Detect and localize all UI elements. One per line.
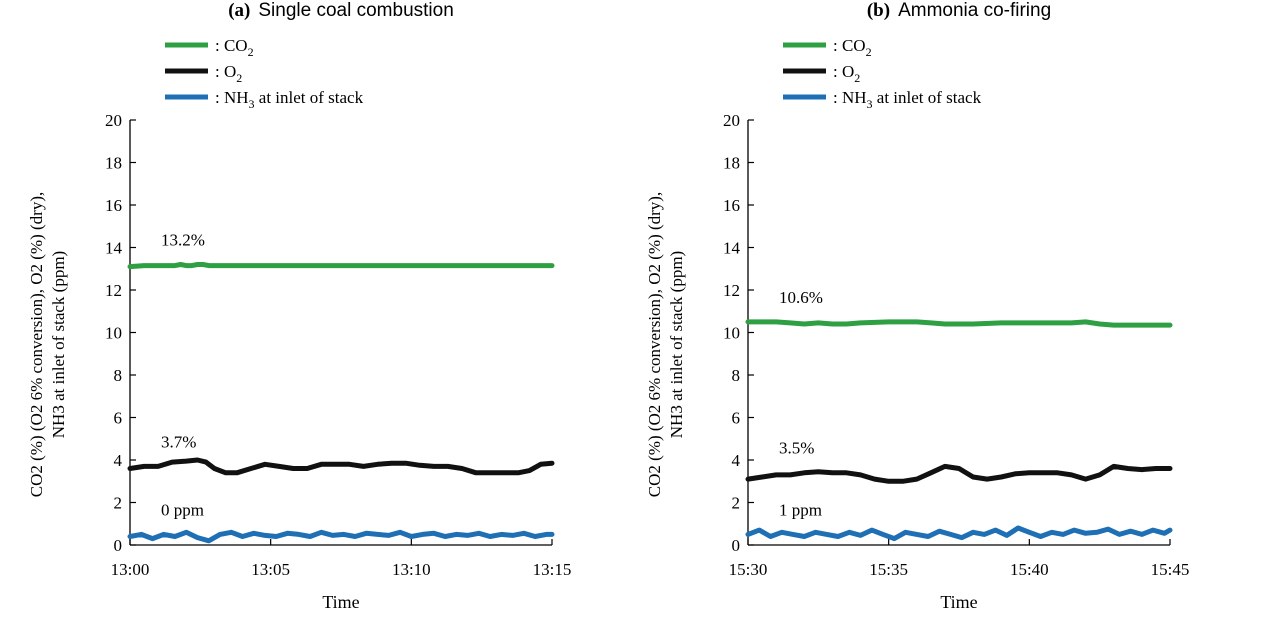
- annotation-label: 0 ppm: [161, 500, 204, 519]
- legend-label-main: : NH: [215, 88, 249, 107]
- title-text: Single coal combustion: [258, 0, 453, 21]
- annotation-label: 13.2%: [161, 230, 205, 249]
- series-line-o2: [745, 463, 1173, 484]
- y-tick-label: 0: [732, 536, 741, 555]
- x-tick-label: 13:00: [111, 560, 150, 579]
- x-tick-label: 15:40: [1010, 560, 1049, 579]
- y-axis-label-line2: NH3 at inlet of stack (ppm): [49, 251, 68, 438]
- y-axis-label-line1: CO2 (%) (O2 6% conversion), O2 (%) (dry)…: [27, 192, 46, 497]
- legend-label-o2: : O2: [215, 62, 242, 85]
- y-axis-label-line2: NH3 at inlet of stack (ppm): [667, 251, 686, 438]
- y-tick-label: 12: [105, 281, 122, 300]
- x-tick-label: 15:30: [729, 560, 768, 579]
- y-tick-label: 2: [114, 494, 123, 513]
- y-tick-label: 4: [732, 451, 741, 470]
- legend-label-main: : O: [833, 62, 854, 81]
- legend-label-sub: 2: [854, 71, 860, 85]
- legend-label-co2: : CO2: [833, 36, 872, 59]
- annotation-label: 10.6%: [779, 288, 823, 307]
- legend-label-sub: 2: [866, 45, 872, 59]
- y-tick-label: 6: [732, 409, 741, 428]
- y-tick-label: 12: [723, 281, 740, 300]
- series-line-co2: [127, 262, 555, 270]
- y-tick-label: 16: [105, 196, 122, 215]
- chart-title: (b) Ammonia co-firing: [867, 0, 1051, 21]
- x-tick-label: 13:05: [251, 560, 290, 579]
- legend-label-main: : NH: [833, 88, 867, 107]
- legend-label-nh3: : NH3 at inlet of stack: [833, 88, 982, 111]
- series-line-nh3: [127, 529, 555, 544]
- y-tick-label: 14: [105, 239, 123, 258]
- panel-a: (a) Single coal combustion: CO2: O2: NH3 …: [27, 0, 571, 612]
- y-tick-label: 20: [723, 111, 740, 130]
- legend-label-o2: : O2: [833, 62, 860, 85]
- y-tick-label: 10: [105, 324, 122, 343]
- y-tick-label: 14: [723, 239, 741, 258]
- y-tick-label: 6: [114, 409, 123, 428]
- panel-b: (b) Ammonia co-firing: CO2: O2: NH3 at in…: [645, 0, 1189, 612]
- y-tick-label: 16: [723, 196, 740, 215]
- y-tick-label: 18: [105, 154, 122, 173]
- y-axis-label-line1: CO2 (%) (O2 6% conversion), O2 (%) (dry)…: [645, 192, 664, 497]
- chart-title: (a) Single coal combustion: [228, 0, 454, 21]
- legend-label-main: : O: [215, 62, 236, 81]
- y-tick-label: 20: [105, 111, 122, 130]
- legend-label-suffix: at inlet of stack: [873, 88, 982, 107]
- legend-label-co2: : CO2: [215, 36, 254, 59]
- legend-label-main: : CO: [215, 36, 248, 55]
- x-tick-label: 15:35: [869, 560, 908, 579]
- legend-label-sub: 3: [867, 97, 873, 111]
- series-line-nh3: [745, 525, 1173, 542]
- legend-label-nh3: : NH3 at inlet of stack: [215, 88, 364, 111]
- legend-label-sub: 2: [248, 45, 254, 59]
- y-tick-label: 2: [732, 494, 741, 513]
- x-tick-label: 15:45: [1151, 560, 1190, 579]
- legend-label-sub: 2: [236, 71, 242, 85]
- series-line-o2: [127, 457, 555, 476]
- x-axis-label: Time: [940, 592, 977, 612]
- title-text: Ammonia co-firing: [898, 0, 1051, 21]
- y-tick-label: 18: [723, 154, 740, 173]
- panel-letter: (a): [228, 0, 250, 21]
- x-tick-label: 13:10: [392, 560, 431, 579]
- x-tick-label: 13:15: [533, 560, 572, 579]
- y-tick-label: 4: [114, 451, 123, 470]
- legend-label-main: : CO: [833, 36, 866, 55]
- x-axis-label: Time: [322, 592, 359, 612]
- y-tick-label: 0: [114, 536, 123, 555]
- annotation-label: 3.7%: [161, 432, 196, 451]
- annotation-label: 3.5%: [779, 439, 814, 458]
- y-tick-label: 10: [723, 324, 740, 343]
- legend-label-suffix: at inlet of stack: [255, 88, 364, 107]
- panel-letter: (b): [867, 0, 890, 21]
- y-tick-label: 8: [114, 366, 123, 385]
- y-tick-label: 8: [732, 366, 741, 385]
- series-line-co2: [745, 319, 1173, 328]
- legend-label-sub: 3: [249, 97, 255, 111]
- annotation-label: 1 ppm: [779, 500, 822, 519]
